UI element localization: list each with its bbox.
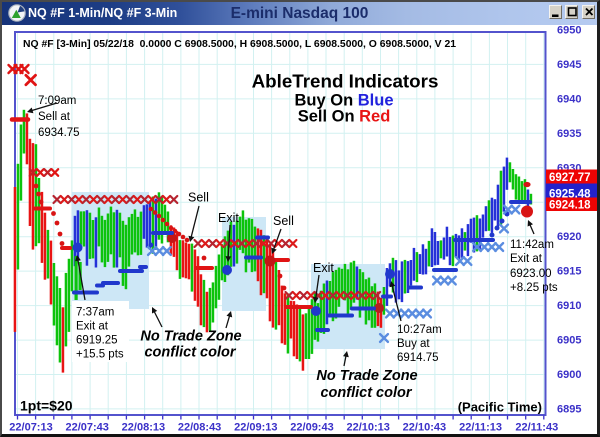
svg-text:6910: 6910 bbox=[557, 300, 581, 312]
svg-text:Buy at: Buy at bbox=[397, 338, 430, 350]
svg-text:No Trade Zone: No Trade Zone bbox=[316, 368, 417, 384]
svg-text:Buy On Blue: Buy On Blue bbox=[294, 92, 393, 110]
svg-text:22/10:43: 22/10:43 bbox=[403, 422, 446, 434]
svg-text:6934.75: 6934.75 bbox=[38, 127, 80, 139]
svg-text:22/07:43: 22/07:43 bbox=[65, 422, 108, 434]
svg-text:22/08:13: 22/08:13 bbox=[122, 422, 165, 434]
svg-text:22/09:43: 22/09:43 bbox=[290, 422, 333, 434]
svg-text:NQ #F [3-Min] 05/22/18 0.0000: NQ #F [3-Min] 05/22/18 0.0000 C 6908.500… bbox=[23, 39, 456, 50]
svg-text:6919.25: 6919.25 bbox=[76, 335, 118, 347]
svg-text:7:37am: 7:37am bbox=[76, 307, 114, 319]
svg-text:1pt=$20: 1pt=$20 bbox=[20, 398, 73, 414]
svg-text:Exit at: Exit at bbox=[510, 253, 543, 265]
svg-text:Sell: Sell bbox=[273, 214, 294, 228]
svg-text:Exit: Exit bbox=[218, 211, 239, 225]
svg-text:6950: 6950 bbox=[557, 25, 581, 37]
svg-text:22/09:13: 22/09:13 bbox=[234, 422, 277, 434]
svg-text:Sell at: Sell at bbox=[38, 111, 71, 123]
svg-text:Sell: Sell bbox=[188, 191, 209, 205]
svg-text:6935: 6935 bbox=[557, 128, 581, 140]
svg-text:6914.75: 6914.75 bbox=[397, 352, 439, 364]
svg-text:AbleTrend Indicators: AbleTrend Indicators bbox=[252, 71, 439, 92]
svg-text:22/08:43: 22/08:43 bbox=[178, 422, 221, 434]
svg-text:conflict color: conflict color bbox=[144, 345, 236, 361]
svg-text:6900: 6900 bbox=[557, 369, 581, 381]
svg-text:22/11:13: 22/11:13 bbox=[459, 422, 502, 434]
svg-text:6923.00: 6923.00 bbox=[510, 268, 552, 280]
svg-text:6945: 6945 bbox=[557, 59, 581, 71]
svg-text:6940: 6940 bbox=[557, 93, 581, 105]
svg-text:7:09am: 7:09am bbox=[38, 95, 76, 107]
svg-text:(Pacific Time): (Pacific Time) bbox=[458, 400, 542, 415]
svg-text:6915: 6915 bbox=[557, 266, 581, 278]
svg-text:22/11:43: 22/11:43 bbox=[515, 422, 558, 434]
svg-text:6920: 6920 bbox=[557, 231, 581, 243]
svg-text:Exit at: Exit at bbox=[76, 321, 109, 333]
svg-text:6905: 6905 bbox=[557, 335, 581, 347]
svg-text:6895: 6895 bbox=[557, 403, 581, 415]
svg-text:10:27am: 10:27am bbox=[397, 324, 442, 336]
svg-text:6924.18: 6924.18 bbox=[549, 200, 591, 212]
svg-text:6927.77: 6927.77 bbox=[549, 172, 591, 184]
svg-text:+15.5 pts: +15.5 pts bbox=[76, 349, 124, 361]
svg-text:11:42am: 11:42am bbox=[510, 239, 554, 251]
svg-text:Sell On Red: Sell On Red bbox=[298, 108, 391, 126]
svg-text:22/07:13: 22/07:13 bbox=[9, 422, 52, 434]
svg-text:22/10:13: 22/10:13 bbox=[346, 422, 389, 434]
svg-text:+8.25 pts: +8.25 pts bbox=[510, 282, 558, 294]
svg-text:No Trade Zone: No Trade Zone bbox=[140, 329, 241, 345]
svg-text:conflict color: conflict color bbox=[320, 385, 412, 401]
svg-text:Exit: Exit bbox=[313, 261, 334, 275]
